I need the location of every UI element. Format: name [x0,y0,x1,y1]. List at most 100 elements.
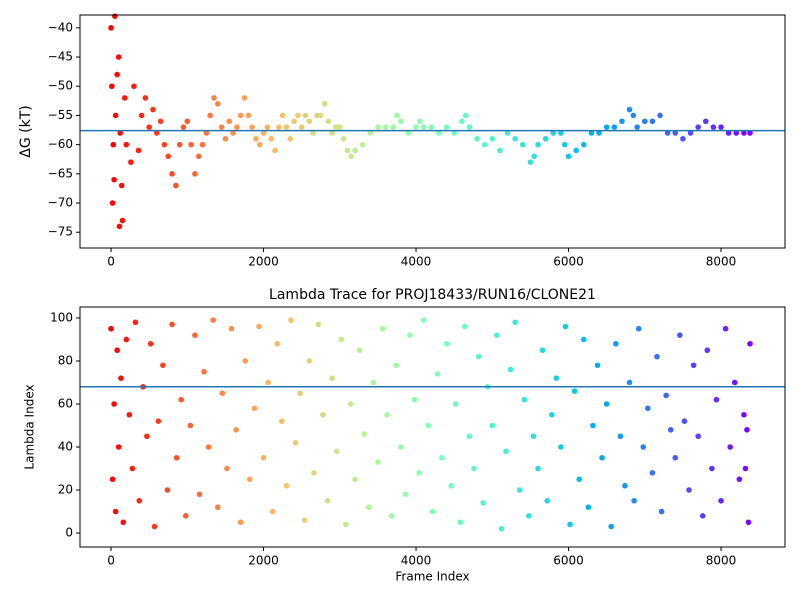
point [379,325,386,332]
point [320,411,326,418]
point [658,508,665,515]
point [138,112,145,119]
point [571,388,578,394]
point [182,513,189,519]
point [115,54,122,60]
point [544,497,550,504]
x-axis-label: Frame Index [395,570,469,584]
point [109,476,116,483]
point [436,130,442,136]
point [596,130,602,136]
point [742,465,749,472]
point [222,135,229,142]
point [640,444,647,450]
point [120,519,127,526]
point [699,513,706,519]
point [352,476,358,483]
point [635,325,642,332]
point [713,396,720,403]
point [481,141,488,148]
point [219,390,226,397]
point [680,135,686,142]
point [393,362,400,369]
point [747,130,753,136]
point [201,368,207,375]
point [347,401,354,407]
point [466,433,473,440]
point [573,147,579,154]
point [356,347,363,354]
point [663,392,669,399]
x-tick-label: 6000 [553,554,584,568]
point [256,323,262,330]
point [144,433,150,440]
point [702,118,709,125]
point [388,513,395,519]
point [466,124,473,130]
point [283,124,290,130]
point [531,153,538,160]
point [306,358,313,364]
point [207,112,213,119]
chart-title: Lambda Trace for PROJ18433/RUN16/CLONE21 [269,287,596,303]
point [747,340,753,347]
point [251,405,258,412]
point [118,375,124,381]
point [710,124,717,130]
y-tick-label: 60 [58,396,73,410]
point [214,504,221,511]
point [317,112,324,119]
point [247,476,253,483]
point [275,124,282,130]
point [497,147,503,154]
point [695,124,701,130]
y-tick-label: 20 [58,483,73,497]
point [649,118,656,125]
point [375,459,381,465]
point [117,130,123,136]
point [405,130,412,136]
point [109,200,116,206]
point [475,353,482,360]
x-tick-label: 2000 [248,255,279,269]
point [128,159,134,165]
point [617,433,624,440]
point [150,106,156,113]
point [176,141,183,148]
point [184,118,191,125]
point [512,135,518,142]
point [180,124,187,130]
point [205,444,212,450]
point [452,401,459,407]
point [420,317,427,323]
point [199,141,206,148]
point [725,130,732,136]
point [283,482,290,489]
point [630,112,637,119]
point [136,497,143,504]
point [256,141,263,148]
point [115,444,122,450]
point [324,497,331,504]
point [218,124,225,130]
point [744,426,750,433]
point [301,517,308,523]
point [110,141,117,148]
x-tick-label: 8000 [706,554,737,568]
point [704,347,711,354]
point [188,141,194,148]
point [192,332,198,338]
point [224,465,230,472]
point [420,124,427,130]
y-tick-label: 0 [65,526,73,540]
point [686,487,692,493]
point [474,135,480,142]
point [626,106,633,113]
point [417,118,423,125]
point [397,118,404,125]
point [272,147,278,154]
point [169,171,175,177]
point [146,124,152,130]
point [425,422,432,429]
point [311,470,317,476]
